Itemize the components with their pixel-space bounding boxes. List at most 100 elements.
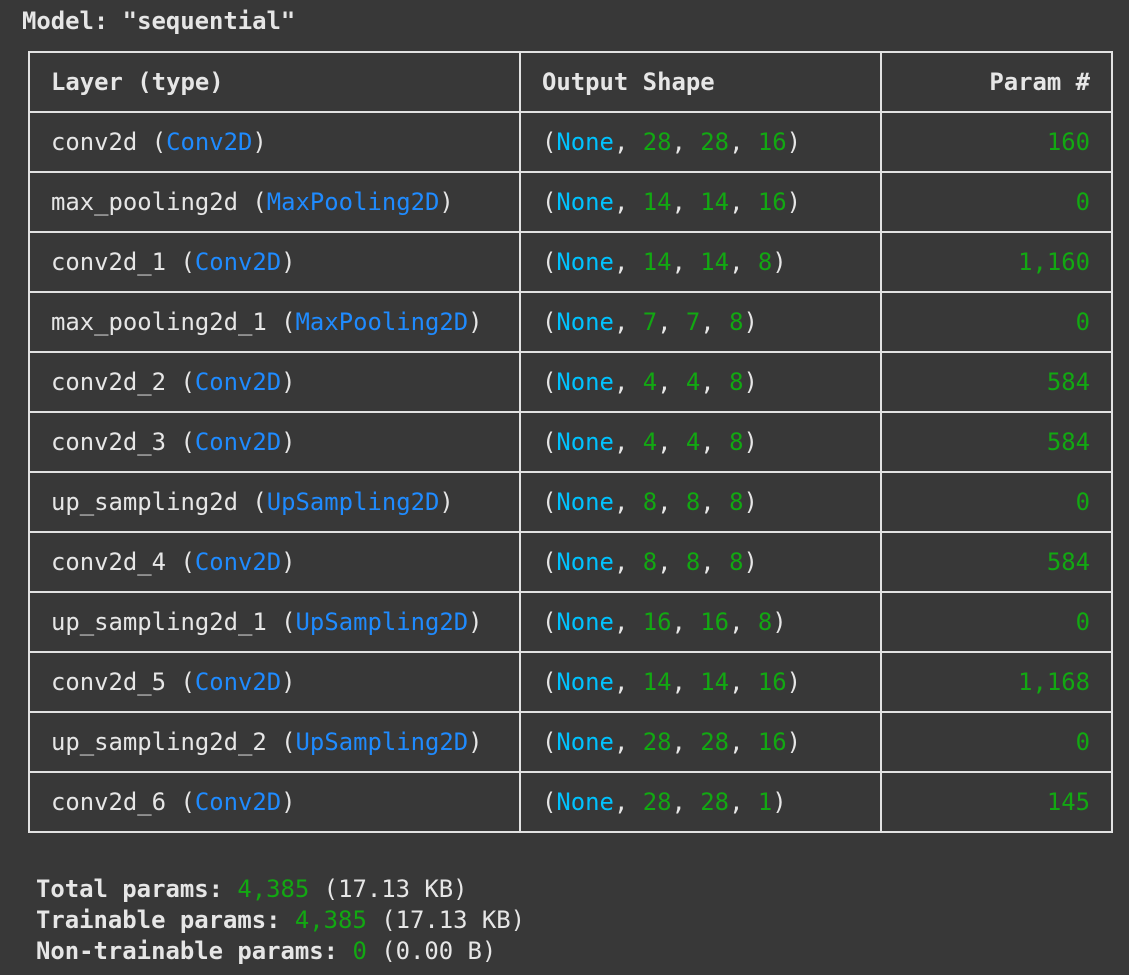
header-param-count: Param #: [880, 51, 1113, 113]
layer-type: Conv2D: [166, 128, 253, 156]
shape-dim: 16: [757, 188, 787, 216]
param-count-cell: 145: [880, 771, 1113, 833]
layer-cell: conv2d_1 (Conv2D): [28, 231, 521, 293]
shape-dim: 4: [642, 368, 658, 396]
layer-type: Conv2D: [194, 788, 282, 816]
layer-name: conv2d_1: [51, 248, 167, 276]
shape-dim: 14: [700, 188, 730, 216]
table-row: max_pooling2d_1 (MaxPooling2D) (None, 7, …: [28, 291, 1113, 353]
table-row: conv2d_6 (Conv2D) (None, 28, 28, 1) 145: [28, 771, 1113, 833]
summary-label: Total params:: [36, 875, 238, 903]
shape-dim: 28: [642, 128, 672, 156]
shape-dim: 28: [642, 788, 672, 816]
param-count-cell: 1,168: [880, 651, 1113, 713]
summary-value: 4,385: [294, 906, 367, 934]
shape-dim: 8: [729, 308, 744, 336]
layer-type: Conv2D: [194, 368, 282, 396]
param-count-cell: 0: [880, 171, 1113, 233]
param-count-cell: 584: [880, 411, 1113, 473]
output-shape-cell: (None, 14, 14, 16): [519, 651, 882, 713]
table-row: conv2d_1 (Conv2D) (None, 14, 14, 8) 1,160: [28, 231, 1113, 293]
layer-cell: up_sampling2d_2 (UpSampling2D): [28, 711, 521, 773]
shape-dim: 14: [642, 188, 672, 216]
summary-line: Total params: 4,385 (17.13 KB): [36, 874, 525, 905]
shape-dim: 8: [685, 488, 701, 516]
table-row: up_sampling2d (UpSampling2D) (None, 8, 8,…: [28, 471, 1113, 533]
summary-value: 4,385: [237, 875, 310, 903]
param-count-cell: 584: [880, 351, 1113, 413]
summary-line: Non-trainable params: 0 (0.00 B): [36, 936, 525, 967]
shape-dim: 14: [642, 248, 672, 276]
shape-batch-dim: None: [556, 128, 614, 156]
layer-type: UpSampling2D: [295, 728, 469, 756]
summary-size: (0.00 B): [366, 937, 497, 965]
param-count-cell: 0: [880, 471, 1113, 533]
shape-batch-dim: None: [556, 728, 614, 756]
summary-size: (17.13 KB): [309, 875, 468, 903]
layer-cell: max_pooling2d_1 (MaxPooling2D): [28, 291, 521, 353]
shape-dim: 28: [700, 788, 730, 816]
layer-type: Conv2D: [194, 548, 282, 576]
layer-cell: conv2d_5 (Conv2D): [28, 651, 521, 713]
param-count-cell: 0: [880, 291, 1113, 353]
header-output-shape: Output Shape: [519, 51, 882, 113]
layer-type: MaxPooling2D: [266, 188, 440, 216]
shape-dim: 8: [757, 248, 773, 276]
shape-batch-dim: None: [556, 248, 614, 276]
table-row: conv2d_3 (Conv2D) (None, 4, 4, 8) 584: [28, 411, 1113, 473]
layer-type: UpSampling2D: [295, 608, 469, 636]
shape-dim: 16: [757, 128, 787, 156]
shape-batch-dim: None: [556, 788, 614, 816]
shape-batch-dim: None: [556, 428, 614, 456]
layer-name: conv2d_5: [51, 668, 167, 696]
shape-dim: 14: [642, 668, 672, 696]
layer-name: up_sampling2d_1: [51, 608, 267, 636]
layer-cell: conv2d_3 (Conv2D): [28, 411, 521, 473]
layer-type: MaxPooling2D: [295, 308, 469, 336]
layer-name: conv2d_6: [51, 788, 167, 816]
header-layer: Layer (type): [28, 51, 521, 113]
table-row: up_sampling2d_1 (UpSampling2D) (None, 16,…: [28, 591, 1113, 653]
shape-dim: 1: [757, 788, 773, 816]
param-count-cell: 0: [880, 591, 1113, 653]
table-row: conv2d_5 (Conv2D) (None, 14, 14, 16) 1,168: [28, 651, 1113, 713]
shape-batch-dim: None: [556, 488, 614, 516]
table-row: up_sampling2d_2 (UpSampling2D) (None, 28,…: [28, 711, 1113, 773]
output-shape-cell: (None, 28, 28, 1): [519, 771, 882, 833]
shape-batch-dim: None: [556, 668, 614, 696]
layer-type: UpSampling2D: [266, 488, 440, 516]
shape-dim: 16: [757, 728, 787, 756]
model-summary-table: Layer (type) Output Shape Param # conv2d…: [28, 51, 1113, 833]
shape-dim: 16: [642, 608, 672, 636]
layer-name: up_sampling2d_2: [51, 728, 267, 756]
output-shape-cell: (None, 14, 14, 16): [519, 171, 882, 233]
table-row: conv2d_2 (Conv2D) (None, 4, 4, 8) 584: [28, 351, 1113, 413]
shape-dim: 16: [700, 608, 730, 636]
param-count-cell: 0: [880, 711, 1113, 773]
shape-dim: 14: [700, 248, 730, 276]
shape-dim: 8: [642, 488, 658, 516]
output-shape-cell: (None, 4, 4, 8): [519, 411, 882, 473]
layer-cell: max_pooling2d (MaxPooling2D): [28, 171, 521, 233]
shape-batch-dim: None: [556, 548, 614, 576]
output-shape-cell: (None, 28, 28, 16): [519, 711, 882, 773]
layer-name: conv2d: [51, 128, 138, 156]
layer-cell: conv2d_2 (Conv2D): [28, 351, 521, 413]
shape-dim: 28: [642, 728, 672, 756]
shape-dim: 8: [729, 368, 744, 396]
shape-dim: 14: [700, 668, 730, 696]
shape-dim: 8: [757, 608, 773, 636]
summary-size: (17.13 KB): [366, 906, 526, 934]
summary-label: Trainable params:: [36, 906, 295, 934]
shape-dim: 7: [642, 308, 658, 336]
shape-dim: 8: [642, 548, 658, 576]
shape-dim: 8: [729, 428, 744, 456]
table-header-row: Layer (type) Output Shape Param #: [28, 51, 1113, 113]
layer-name: conv2d_4: [51, 548, 167, 576]
shape-batch-dim: None: [556, 608, 614, 636]
table-row: conv2d_4 (Conv2D) (None, 8, 8, 8) 584: [28, 531, 1113, 593]
model-title: Model: "sequential": [22, 7, 296, 35]
table-row: max_pooling2d (MaxPooling2D) (None, 14, 1…: [28, 171, 1113, 233]
layer-name: conv2d_2: [51, 368, 167, 396]
shape-batch-dim: None: [556, 308, 614, 336]
